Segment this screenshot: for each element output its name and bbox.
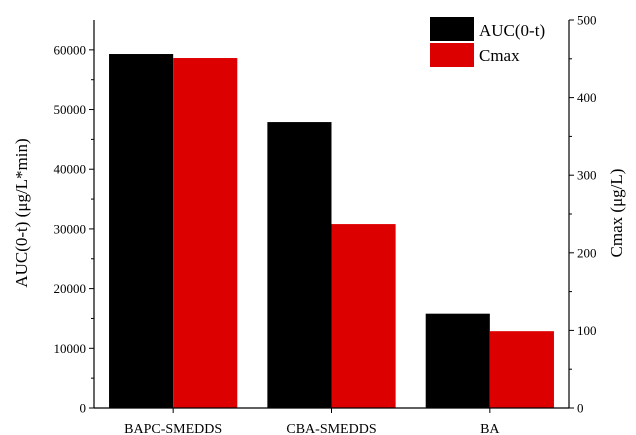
- left-tick-label-4: 40000: [54, 162, 87, 177]
- left-tick-label-2: 20000: [54, 281, 87, 296]
- left-tick-label-6: 60000: [54, 42, 87, 57]
- left-axis-ticks: 0 10000 20000 30000 40000 50000 60000: [54, 42, 94, 416]
- legend-swatch-auc: [430, 17, 474, 41]
- left-tick-label-5: 50000: [54, 102, 87, 117]
- bar-auc-1: [267, 122, 332, 408]
- left-tick-label-0: 0: [80, 401, 87, 416]
- left-tick-label-1: 10000: [54, 341, 87, 356]
- right-tick-label-0: 0: [577, 401, 584, 416]
- right-tick-label-1: 100: [577, 323, 597, 338]
- bars-layer: [109, 54, 554, 409]
- right-tick-label-2: 200: [577, 245, 597, 260]
- right-axis-ticks: 0 100 200 300 400 500: [569, 13, 597, 416]
- right-tick-label-5: 500: [577, 13, 597, 28]
- bar-auc-0: [109, 54, 174, 408]
- bar-cmax-2: [489, 331, 554, 408]
- bar-auc-2: [425, 313, 490, 408]
- category-labels: BAPC-SMEDDS CBA-SMEDDS BA: [124, 422, 500, 435]
- legend-label-auc: AUC(0-t): [479, 21, 545, 40]
- legend: AUC(0-t) Cmax: [430, 17, 545, 67]
- legend-label-cmax: Cmax: [479, 46, 520, 65]
- category-label-1: CBA-SMEDDS: [286, 422, 376, 435]
- legend-swatch-cmax: [430, 43, 474, 67]
- left-tick-label-3: 30000: [54, 221, 87, 236]
- bar-cmax-0: [173, 58, 238, 409]
- right-axis-title: Cmax (μg/L): [607, 169, 626, 258]
- category-label-2: BA: [480, 422, 500, 435]
- bar-cmax-1: [331, 224, 396, 408]
- right-tick-label-4: 400: [577, 90, 597, 105]
- category-label-0: BAPC-SMEDDS: [124, 422, 222, 435]
- right-tick-label-3: 300: [577, 168, 597, 183]
- left-axis-title: AUC(0-t) (μg/L*min): [12, 138, 31, 287]
